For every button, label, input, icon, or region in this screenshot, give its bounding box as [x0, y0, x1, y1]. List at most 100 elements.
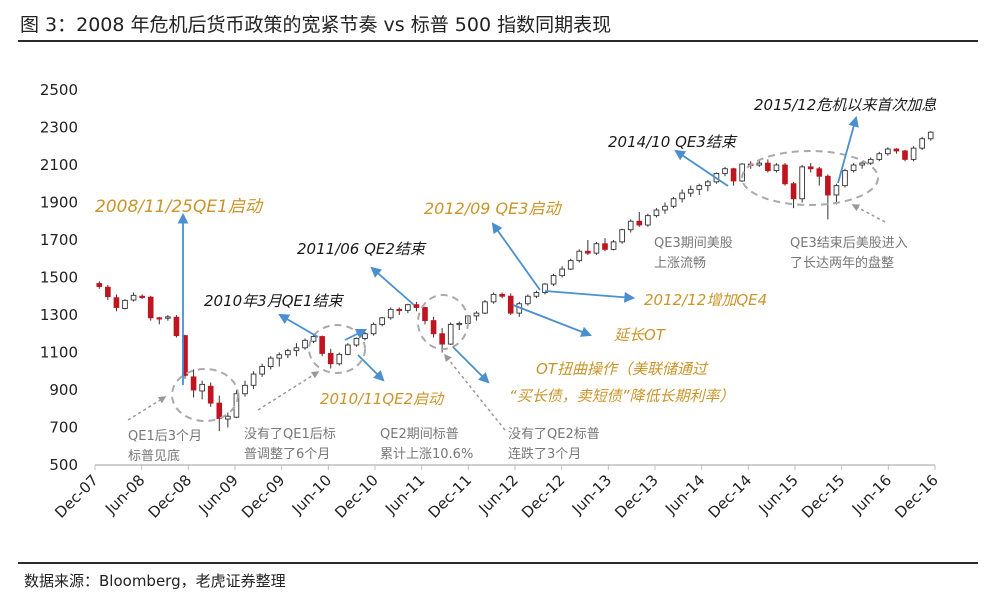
candle	[645, 213, 651, 227]
note-6-line1: QE3结束后美股进入	[790, 236, 908, 251]
candle	[619, 228, 625, 244]
notes: QE1后3个月 标普见底 没有了QE1后标 普调整了6个月 QE2期间标普 累计…	[128, 236, 908, 464]
note-2-line2: 普调整了6个月	[244, 447, 330, 462]
note-3-line1: QE2期间标普	[380, 427, 459, 442]
note-1-line2: 标普见底	[128, 448, 180, 464]
annotations: 2008/11/25QE1启动 2010年3月QE1结束 2010/11QE2启…	[95, 96, 936, 408]
candle	[576, 249, 583, 263]
title-rule	[18, 40, 978, 42]
candle	[636, 211, 643, 227]
annot-qe3-start: 2012/09 QE3启动	[424, 199, 562, 218]
arrow-ot-extend	[512, 304, 593, 337]
x-tick-label: Jun-12	[474, 471, 521, 518]
candle	[113, 294, 120, 312]
candle	[516, 301, 523, 317]
candle	[422, 306, 428, 325]
candle	[173, 315, 180, 338]
arrow-qe1-end-a	[278, 313, 319, 338]
note-arrow-6	[851, 204, 886, 223]
candle	[122, 299, 128, 310]
candle	[550, 273, 557, 286]
candle	[825, 174, 831, 220]
candlestick-chart: 2500 2300 2100 1900 1700 1500 1300 1100 900 700 50…	[40, 81, 942, 522]
note-5-line2: 上涨流畅	[654, 256, 706, 271]
arrow-qe3-end	[674, 149, 729, 187]
callout-arrows	[177, 115, 859, 385]
candle	[490, 292, 497, 304]
x-tick-label: Dec-08	[145, 471, 196, 522]
annot-ot-op-2: “买长债，卖短债”降低长期利率）	[509, 387, 735, 405]
candle	[902, 150, 908, 162]
x-tick-label: Dec-14	[705, 471, 756, 522]
figure-title: 图 3：2008 年危机后货币政策的宽紧节奏 vs 标普 500 指数同期表现	[20, 14, 612, 36]
candle	[225, 412, 231, 428]
candle	[387, 307, 394, 320]
candle	[593, 241, 600, 255]
candle	[807, 163, 814, 173]
candle	[293, 343, 300, 357]
candle	[405, 303, 411, 314]
arrow-qe2-end	[370, 266, 415, 306]
x-tick-label: Dec-15	[798, 471, 849, 522]
x-tick-label: Jun-09	[194, 471, 241, 518]
annot-qe3-end: 2014/10 QE3结束	[608, 133, 738, 151]
candle	[765, 159, 771, 173]
annot-qe1-end: 2010年3月QE1结束	[204, 292, 345, 310]
source-note: 数据来源：Bloomberg，老虎证券整理	[24, 572, 286, 590]
candle	[456, 321, 463, 330]
candle	[910, 146, 917, 162]
y-tick-label: 1100	[40, 344, 78, 362]
candle	[730, 167, 737, 186]
candle	[190, 369, 197, 398]
x-tick-label: Dec-12	[518, 471, 569, 522]
candle	[705, 180, 711, 192]
x-tick-label: Dec-10	[331, 471, 382, 522]
note-6-line2: 了长达两年的盘整	[790, 255, 894, 271]
candle	[233, 390, 240, 419]
candle	[499, 292, 505, 299]
candle	[867, 157, 874, 165]
x-tick-label: Jun-13	[568, 471, 615, 518]
candle	[507, 293, 514, 315]
candle	[567, 258, 574, 270]
candle	[756, 160, 763, 167]
candle	[627, 219, 634, 233]
candle	[833, 183, 840, 205]
candle	[799, 165, 805, 203]
candle	[670, 196, 677, 209]
candle	[207, 382, 214, 407]
y-tick-label: 1900	[40, 194, 78, 212]
candle	[893, 148, 900, 154]
note-2-line1: 没有了QE1后标	[244, 427, 336, 442]
candle	[216, 395, 223, 432]
annot-qe2-end: 2011/06 QE2结束	[297, 240, 427, 258]
candle	[919, 136, 925, 150]
y-tick-label: 900	[49, 381, 78, 399]
candle	[447, 322, 454, 345]
candle	[302, 338, 308, 350]
annot-ot-op-1: OT扭曲操作（美联储通过	[536, 360, 709, 378]
candle	[653, 208, 660, 218]
candle	[199, 380, 205, 400]
note-arrow-1	[127, 396, 167, 421]
ellipse-qe1-end	[308, 324, 366, 374]
candle	[885, 147, 891, 156]
candle	[542, 283, 548, 295]
note-arrow-2	[257, 371, 320, 411]
x-tick-label: Dec-11	[425, 471, 476, 522]
y-tick-label: 1300	[40, 306, 78, 324]
annot-qe1-start: 2008/11/25QE1启动	[95, 197, 264, 217]
source-rule	[18, 562, 978, 564]
note-arrows	[127, 204, 886, 431]
arrow-qe4	[544, 290, 636, 303]
y-tick-label: 2500	[40, 81, 78, 99]
candle	[147, 295, 154, 321]
candle	[242, 380, 248, 397]
arrow-ot-op	[452, 346, 490, 384]
candle	[276, 352, 283, 367]
candle	[267, 356, 274, 370]
y-tick-label: 1700	[40, 231, 78, 249]
candle	[679, 189, 685, 203]
candle	[842, 168, 848, 188]
